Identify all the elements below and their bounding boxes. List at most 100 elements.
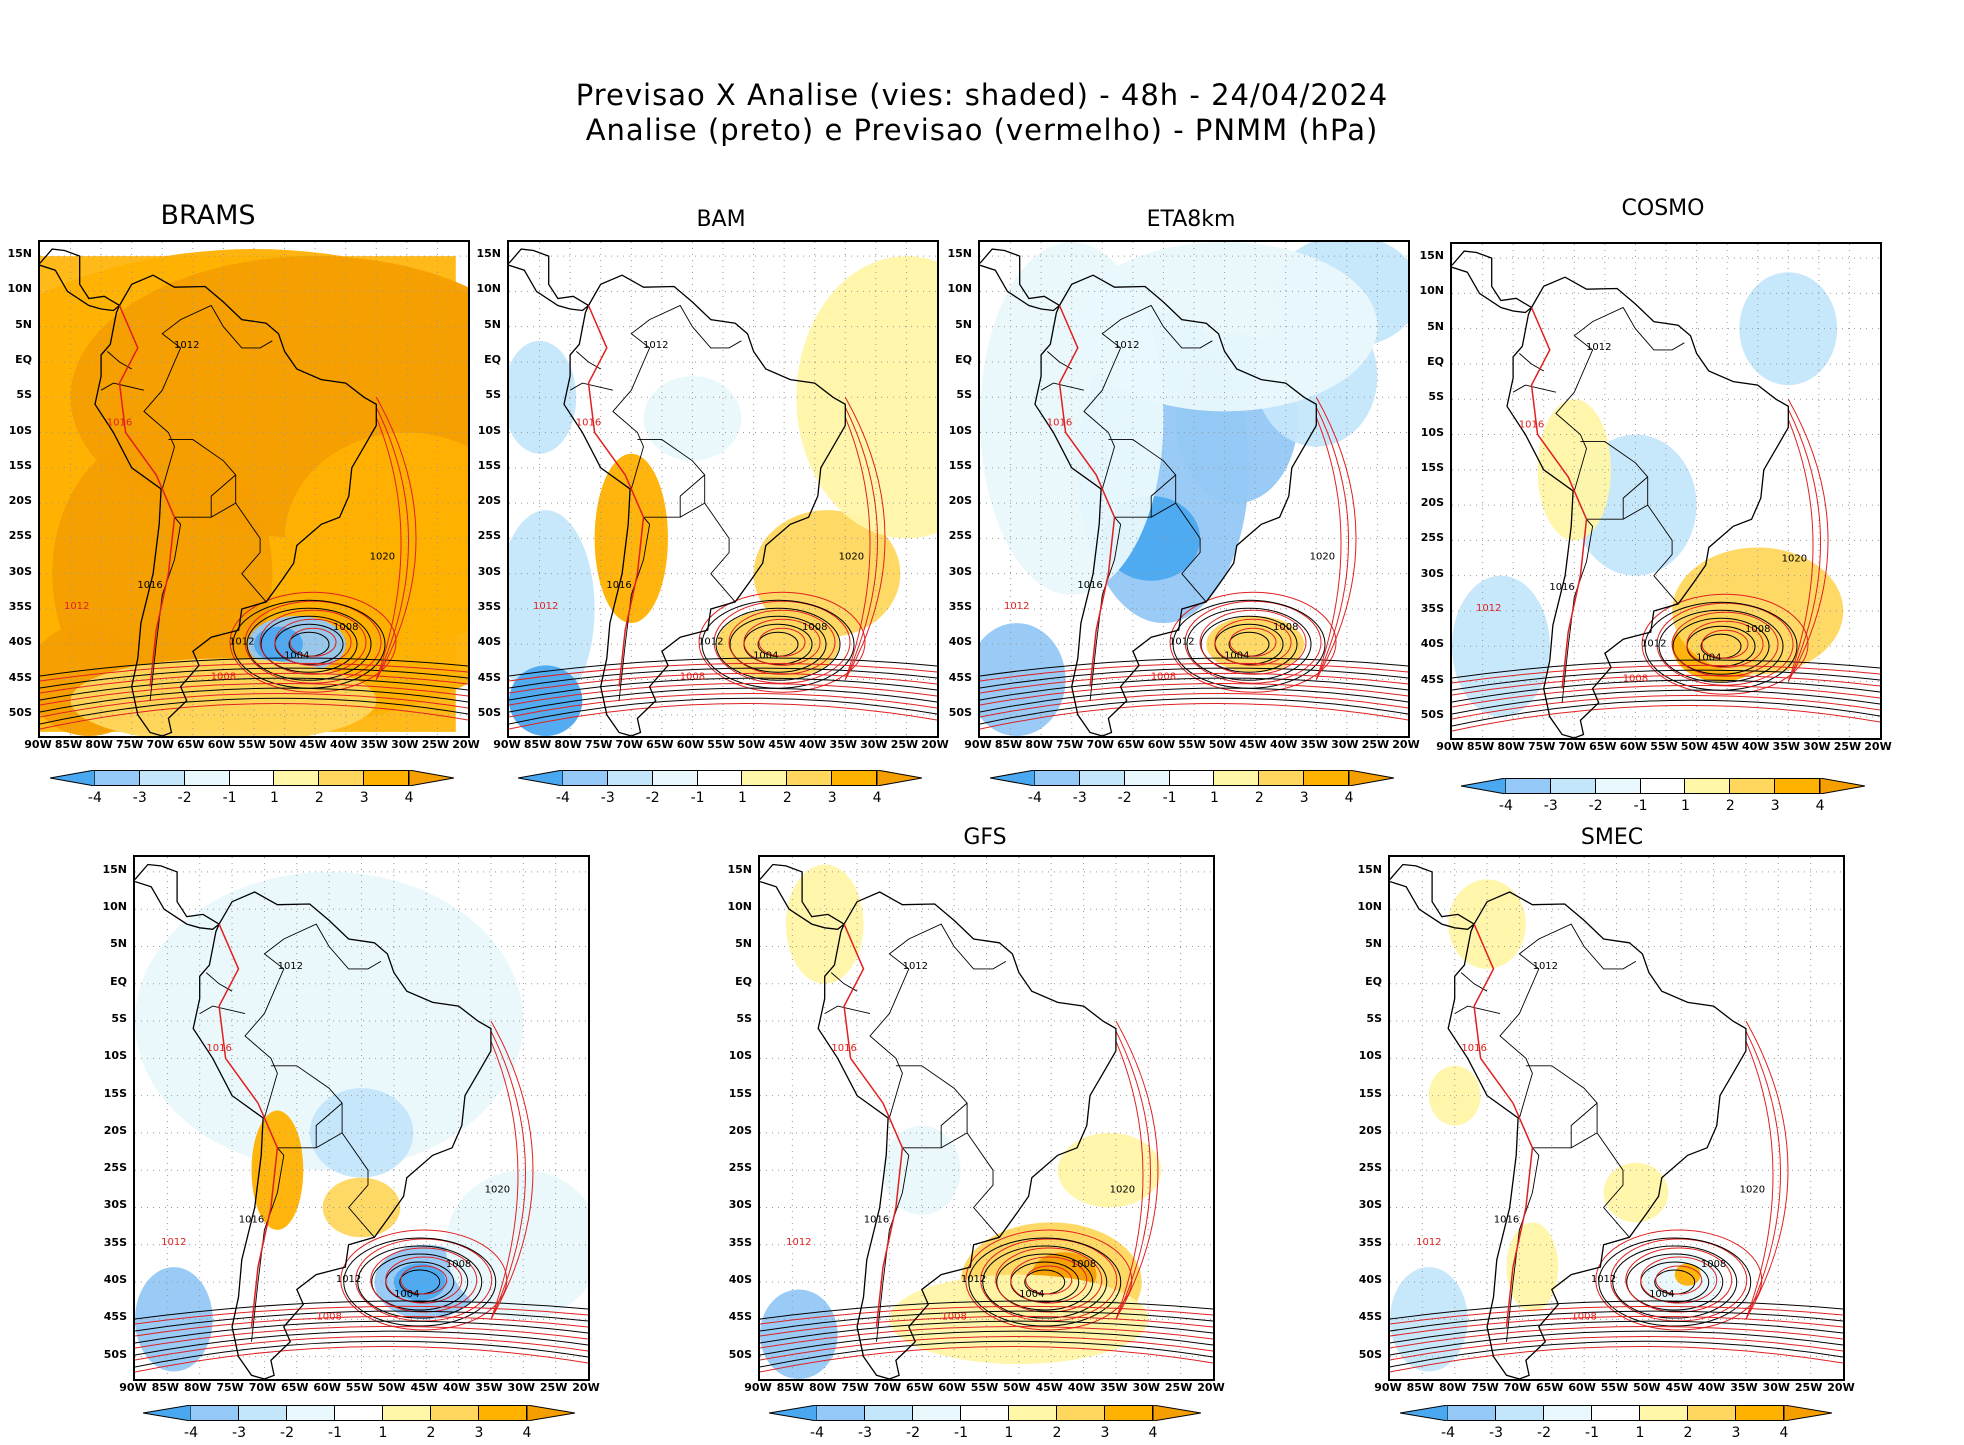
analysis-isobar [1452, 699, 1880, 727]
forecast-isobar [1452, 694, 1880, 720]
analysis-isobar [135, 1300, 588, 1320]
country-border [1083, 304, 1213, 490]
longitude-tick-label: 35W [1300, 738, 1328, 751]
colorbar-extend-low [1400, 1405, 1448, 1421]
latitude-tick-label: 20S [477, 494, 501, 508]
longitude-tick-label: 30W [391, 738, 419, 751]
latitude-tick-label: 45S [477, 670, 501, 684]
latitude-tick-label: 40S [1358, 1273, 1382, 1287]
latitude-tick-label: 15N [476, 247, 501, 261]
latitude-tick-label: 30S [8, 564, 32, 578]
forecast-isobar [289, 627, 337, 657]
forecast-isobar [370, 1247, 478, 1313]
forecast-isobar [1229, 627, 1277, 657]
latitude-tick-label: 5N [484, 317, 501, 331]
analysis-isobar [509, 687, 937, 713]
contour-label: 1016 [864, 1214, 889, 1225]
longitude-tick-label: 25W [1794, 1381, 1823, 1394]
latitude-tick-label: 5S [1428, 390, 1444, 404]
forecast-isobar [1452, 705, 1880, 732]
longitude-tick-label: 85W [776, 1381, 805, 1394]
map-svg: 1012 1008 1004 1020 1016 1016 1012 1012 1008 [40, 242, 468, 736]
forecast-isobar [1671, 611, 1779, 677]
longitude-tick-label: 75W [115, 738, 144, 751]
colorbar-tick-label: -2 [177, 790, 192, 806]
latitude-tick-label: 5N [1427, 319, 1444, 333]
forecast-isobar [844, 407, 879, 680]
longitude-tick-label: 45W [1665, 1381, 1693, 1394]
country-border [824, 1005, 871, 1015]
colorbar-swatch [1775, 778, 1821, 794]
colorbar-tick-label: 1 [1635, 1425, 1645, 1441]
contour-label: 1020 [1310, 552, 1335, 563]
forecast-isobar [760, 1335, 1213, 1361]
analysis-isobar [760, 1340, 1213, 1368]
country-border [569, 382, 614, 391]
country-border [1040, 382, 1085, 391]
longitude-tick-label: 55W [1600, 1381, 1629, 1394]
forecast-isobar [1686, 620, 1764, 668]
contour-label: 1012 [1004, 601, 1029, 612]
colorbar-swatch [1595, 778, 1641, 794]
latitude-tick-label: 50S [477, 705, 501, 719]
analysis-isobar [715, 607, 841, 681]
longitude-tick-label: 45W [768, 738, 796, 751]
colorbar-swatch [913, 1405, 961, 1421]
longitude-tick-label: 75W [1527, 740, 1556, 753]
longitude-tick-label: 20W [572, 1381, 600, 1394]
longitude-tick-label: 45W [1711, 740, 1739, 753]
colorbar: -4 -3 -2 -1 1 2 3 4 [1461, 778, 1865, 818]
latitude-tick-label: EQ [955, 352, 972, 366]
latitude-tick-label: 45S [948, 670, 972, 684]
colorbar-tick-label: 4 [1344, 790, 1354, 806]
colorbar-swatch [832, 770, 878, 786]
bias-shading [594, 453, 668, 624]
analysis-isobar [1390, 1310, 1843, 1332]
contour-label: 1008 [1071, 1259, 1096, 1270]
colorbar-swatch [479, 1405, 527, 1421]
latitude-tick-label: 35S [1358, 1235, 1382, 1249]
latitude-tick-label: 25S [948, 529, 972, 543]
latitude-tick-label: 25S [1358, 1161, 1382, 1175]
colorbar-swatch [191, 1405, 239, 1421]
colorbar-extend-high [527, 1405, 575, 1421]
latitude-tick-label: 5N [955, 317, 972, 331]
analysis-isobar [343, 1237, 497, 1327]
latitude-tick-label: 20S [948, 494, 972, 508]
contour-label: 1004 [753, 650, 778, 661]
country-border [315, 1102, 343, 1148]
contour-label: 1012 [1416, 1237, 1441, 1248]
colorbar-tick-label: -3 [858, 1425, 872, 1441]
longitude-tick-label: 55W [238, 738, 266, 751]
country-border [100, 382, 145, 391]
longitude-tick-label: 30W [1803, 740, 1831, 753]
colorbar: -4 -3 -2 -1 1 2 3 4 [143, 1405, 575, 1445]
longitude-tick-label: 40W [442, 1381, 471, 1394]
colorbar-tick-label: -4 [184, 1425, 198, 1441]
latitude-tick-label: 50S [1420, 707, 1444, 721]
colorbar-swatch [1259, 770, 1305, 786]
analysis-isobar [1452, 669, 1880, 691]
longitude-tick-label: 60W [938, 1381, 966, 1394]
colorbar-tick-label: 1 [1209, 790, 1219, 806]
forecast-isobar [40, 682, 468, 706]
forecast-isobar [844, 417, 871, 680]
colorbar-swatch [1079, 770, 1125, 786]
longitude-tick-label: 35W [360, 738, 388, 751]
contour-label: 1016 [239, 1214, 264, 1225]
colorbar-swatch [562, 770, 608, 786]
latitude-tick-label: EQ [15, 352, 32, 366]
latitude-tick-label: 35S [8, 599, 32, 613]
longitude-tick-label: 65W [1589, 740, 1617, 753]
latitude-tick-label: 35S [103, 1235, 127, 1249]
analysis-isobar [1452, 689, 1880, 715]
central-america-coastline [135, 863, 221, 930]
forecast-isobar [1025, 1265, 1073, 1295]
longitude-tick-label: 80W [1438, 1381, 1467, 1394]
longitude-tick-label: 35W [1100, 1381, 1128, 1394]
forecast-isobar [375, 407, 410, 680]
latitude-tick-label: 10N [102, 900, 127, 914]
longitude-tick-label: 55W [707, 738, 735, 751]
forecast-isobar [1390, 1325, 1843, 1349]
analysis-isobar [980, 687, 1408, 713]
